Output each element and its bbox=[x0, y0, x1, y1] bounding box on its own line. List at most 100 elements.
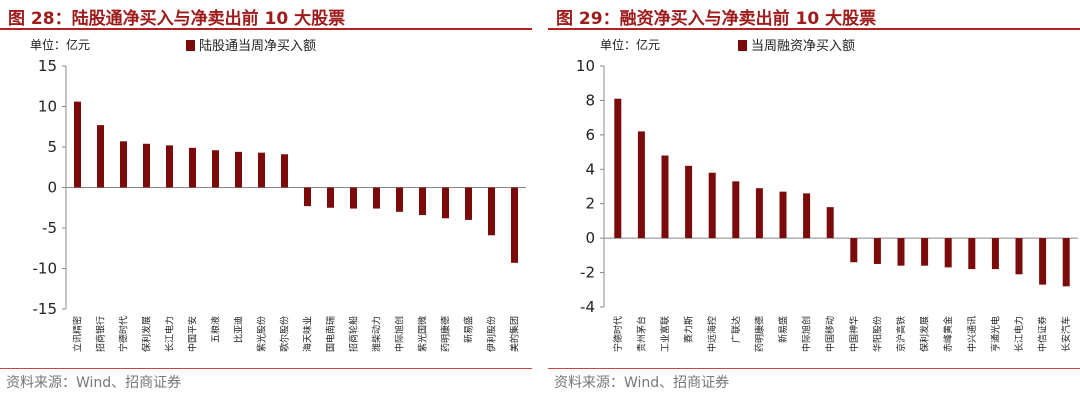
unit-label: 单位：亿元 bbox=[30, 38, 91, 52]
bar bbox=[921, 238, 929, 266]
y-tick-label: 15 bbox=[38, 57, 57, 75]
category-label: 立讯精密 bbox=[72, 316, 84, 352]
bar bbox=[614, 98, 622, 239]
category-label: 工业富联 bbox=[659, 316, 671, 352]
bar bbox=[212, 150, 219, 188]
bar-chart-left: 15 10 5 0 -5 -10 -15 立讯精密 招商银行 宁德时代 保利发展 长江电力 中国平安 五粮… bbox=[33, 57, 526, 352]
y-tick-label: 4 bbox=[585, 160, 595, 178]
bar bbox=[755, 188, 763, 239]
category-label: 潍柴动力 bbox=[371, 316, 383, 352]
legend-swatch bbox=[738, 40, 747, 51]
source-note: 资料来源：Wind、招商证券 bbox=[554, 375, 730, 391]
legend-swatch bbox=[186, 40, 195, 51]
bar bbox=[1062, 238, 1070, 287]
category-label: 贵州茅台 bbox=[635, 316, 647, 352]
category-label: 紫光股份 bbox=[256, 316, 268, 352]
bar bbox=[258, 152, 265, 188]
category-label: 赛力斯 bbox=[683, 316, 695, 343]
y-tick-label: 8 bbox=[585, 91, 595, 109]
bar bbox=[488, 187, 495, 236]
bar bbox=[1015, 238, 1023, 275]
bar bbox=[850, 238, 858, 263]
bar bbox=[327, 187, 334, 208]
bar bbox=[373, 187, 380, 209]
y-tick-label: 5 bbox=[47, 138, 57, 156]
bar bbox=[826, 207, 834, 239]
bar bbox=[637, 131, 645, 239]
bar bbox=[74, 101, 81, 188]
category-label: 中国平安 bbox=[187, 316, 199, 352]
bar bbox=[661, 155, 669, 239]
bar bbox=[708, 172, 716, 239]
bar bbox=[97, 125, 104, 188]
bar bbox=[873, 238, 881, 264]
category-label: 招商银行 bbox=[95, 316, 107, 352]
bar bbox=[991, 238, 999, 270]
y-tick-label: 6 bbox=[585, 126, 595, 144]
category-label: 中国神华 bbox=[848, 316, 860, 352]
bar bbox=[235, 151, 242, 188]
category-label: 长安汽车 bbox=[1060, 316, 1072, 352]
bar bbox=[732, 181, 740, 239]
category-label: 五粮液 bbox=[210, 316, 222, 343]
category-label: 伊利股份 bbox=[486, 316, 498, 352]
category-label: 保利发展 bbox=[141, 316, 153, 352]
bar bbox=[968, 238, 976, 270]
source-divider bbox=[0, 368, 532, 369]
category-label: 中际旭创 bbox=[801, 316, 813, 352]
category-label: 海天味业 bbox=[302, 316, 314, 352]
y-tick-label: -15 bbox=[33, 300, 58, 318]
category-label: 比亚迪 bbox=[233, 316, 245, 343]
bar bbox=[511, 187, 518, 263]
category-label: 国电南瑞 bbox=[325, 316, 337, 352]
y-tick-label: 10 bbox=[38, 98, 57, 116]
bar bbox=[189, 147, 196, 188]
bar bbox=[281, 154, 288, 188]
source-note: 资料来源：Wind、招商证券 bbox=[6, 375, 182, 391]
bar bbox=[120, 141, 127, 188]
y-tick-label: -10 bbox=[33, 260, 58, 278]
bar bbox=[944, 238, 952, 268]
chart-panel-left: 图 28：陆股通净买入与净卖出前 10 大股票 单位：亿元 陆股通当周净买入额 … bbox=[0, 0, 532, 401]
legend-label: 当周融资净买入额 bbox=[751, 39, 856, 54]
category-label: 招商轮船 bbox=[348, 316, 360, 352]
category-label: 中际旭创 bbox=[394, 316, 406, 352]
category-label: 长江电力 bbox=[164, 316, 176, 352]
category-label: 京沪高铁 bbox=[895, 316, 907, 352]
y-tick-label: -5 bbox=[42, 219, 57, 237]
title-divider bbox=[0, 28, 532, 30]
category-label: 宁德时代 bbox=[118, 316, 130, 352]
category-label: 歌尔股份 bbox=[279, 316, 291, 352]
y-tick-label: 0 bbox=[585, 229, 595, 247]
category-label: 中兴通讯 bbox=[966, 316, 978, 352]
category-label: 华阳股份 bbox=[871, 316, 883, 352]
chart-panel-right: 图 29：融资净买入与净卖出前 10 大股票 单位：亿元 当周融资净买入额 10… bbox=[548, 0, 1080, 401]
y-tick-label: 2 bbox=[585, 195, 595, 213]
bar bbox=[1039, 238, 1047, 285]
bar bbox=[419, 187, 426, 216]
category-label: 药明康德 bbox=[440, 316, 452, 352]
bar bbox=[779, 191, 787, 239]
y-tick-label: 10 bbox=[576, 57, 595, 75]
legend: 当周融资净买入额 bbox=[738, 35, 855, 54]
category-label: 宁德时代 bbox=[612, 316, 624, 352]
category-label: 新易盛 bbox=[777, 316, 789, 343]
category-label: 赤峰黄金 bbox=[942, 316, 954, 352]
bar bbox=[143, 143, 150, 188]
source-divider bbox=[548, 368, 1080, 369]
category-label: 紫光国微 bbox=[417, 316, 429, 352]
bar bbox=[465, 187, 472, 220]
bar bbox=[304, 187, 311, 207]
bar bbox=[350, 187, 357, 209]
title-divider bbox=[548, 28, 1080, 30]
category-label: 美的集团 bbox=[509, 316, 521, 352]
category-label: 长江电力 bbox=[1013, 316, 1025, 352]
category-label: 中远海控 bbox=[706, 316, 718, 352]
bar bbox=[396, 187, 403, 212]
bar bbox=[897, 238, 905, 266]
bar-chart-right: 10 8 6 4 2 0 -2 -4 宁德时代 贵州茅台 工业富联 赛力斯 中远海控 广联达 药明康德 新易盛… bbox=[576, 57, 1078, 352]
category-label: 中信证券 bbox=[1037, 316, 1049, 352]
y-tick-label: 0 bbox=[47, 179, 57, 197]
chart-title: 图 29：融资净买入与净卖出前 10 大股票 bbox=[556, 9, 877, 29]
bar bbox=[166, 145, 173, 188]
